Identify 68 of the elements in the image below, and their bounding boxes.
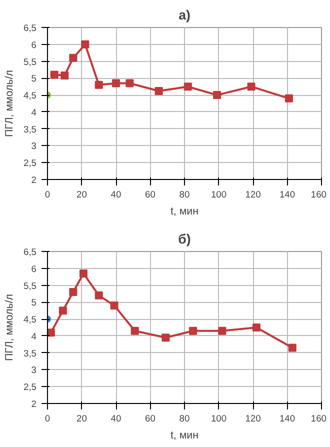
y-tick-label: 6 [31,40,37,50]
x-tick-label: 40 [110,414,122,424]
x-tick-label: 60 [145,414,156,424]
y-tick-label: 3,5 [24,124,36,134]
point [110,302,118,310]
chart-title: а) [178,8,190,22]
y-tick-label: 4 [31,107,37,118]
point [50,70,58,79]
x-axis-title: t, мин [170,430,199,442]
x-tick-label: 100 [210,414,227,424]
y-tick-label: 3 [31,365,37,376]
x-tick-label: 0 [44,190,50,200]
x-tick-label: 140 [279,190,296,200]
x-tick-label: 120 [245,414,261,424]
y-tick-label: 2 [31,175,37,185]
point [69,288,78,296]
x-tick-label: 40 [110,190,122,200]
point [69,54,78,62]
point [60,71,69,80]
point [112,79,120,88]
point [79,269,88,278]
y-tick-label: 2,5 [24,382,36,392]
y-tick-label: 2,5 [24,158,36,168]
x-tick-label: 0 [44,414,50,424]
y-tick-label: 4 [31,331,37,342]
chart-title: б) [178,232,191,246]
point [252,324,260,332]
point [189,326,198,335]
point [247,82,256,91]
y-tick-label: 4,5 [24,90,36,101]
point [94,291,103,300]
point [284,94,293,102]
x-tick-label: 100 [210,190,227,200]
x-tick-label: 160 [310,190,327,200]
x-tick-label: 120 [245,190,261,200]
y-tick-label: 5,5 [24,56,36,67]
x-tick-label: 80 [179,414,190,424]
point [48,328,55,337]
x-tick-label: 80 [179,190,190,200]
x-tick-label: 140 [279,414,296,424]
point [81,40,90,48]
x-axis-title: t, мин [170,206,199,218]
y-tick-label: 3,5 [24,348,36,358]
point [218,326,226,335]
point [184,82,192,91]
y-tick-label: 2 [31,399,37,409]
x-tick-label: 20 [76,414,87,424]
x-tick-label: 20 [76,190,87,200]
point [154,87,163,95]
point [162,334,170,342]
y-axis-title: ПГЛ, ммоль/л [4,70,16,138]
y-tick-label: 5 [31,74,37,84]
y-tick-label: 4,5 [24,314,36,325]
x-tick-label: 160 [310,414,327,424]
point [58,306,67,315]
point [288,344,296,352]
point [130,326,139,335]
point [94,80,103,89]
point [213,91,222,100]
y-tick-label: 5 [31,298,37,308]
y-tick-label: 6,5 [24,23,36,33]
point [126,79,134,88]
y-tick-label: 6,5 [24,247,36,257]
x-tick-label: 60 [145,190,156,200]
y-tick-label: 6 [31,264,37,274]
y-tick-label: 3 [31,141,37,152]
y-tick-label: 5,5 [24,280,36,291]
y-axis-title: ПГЛ, ммоль/л [4,294,16,362]
